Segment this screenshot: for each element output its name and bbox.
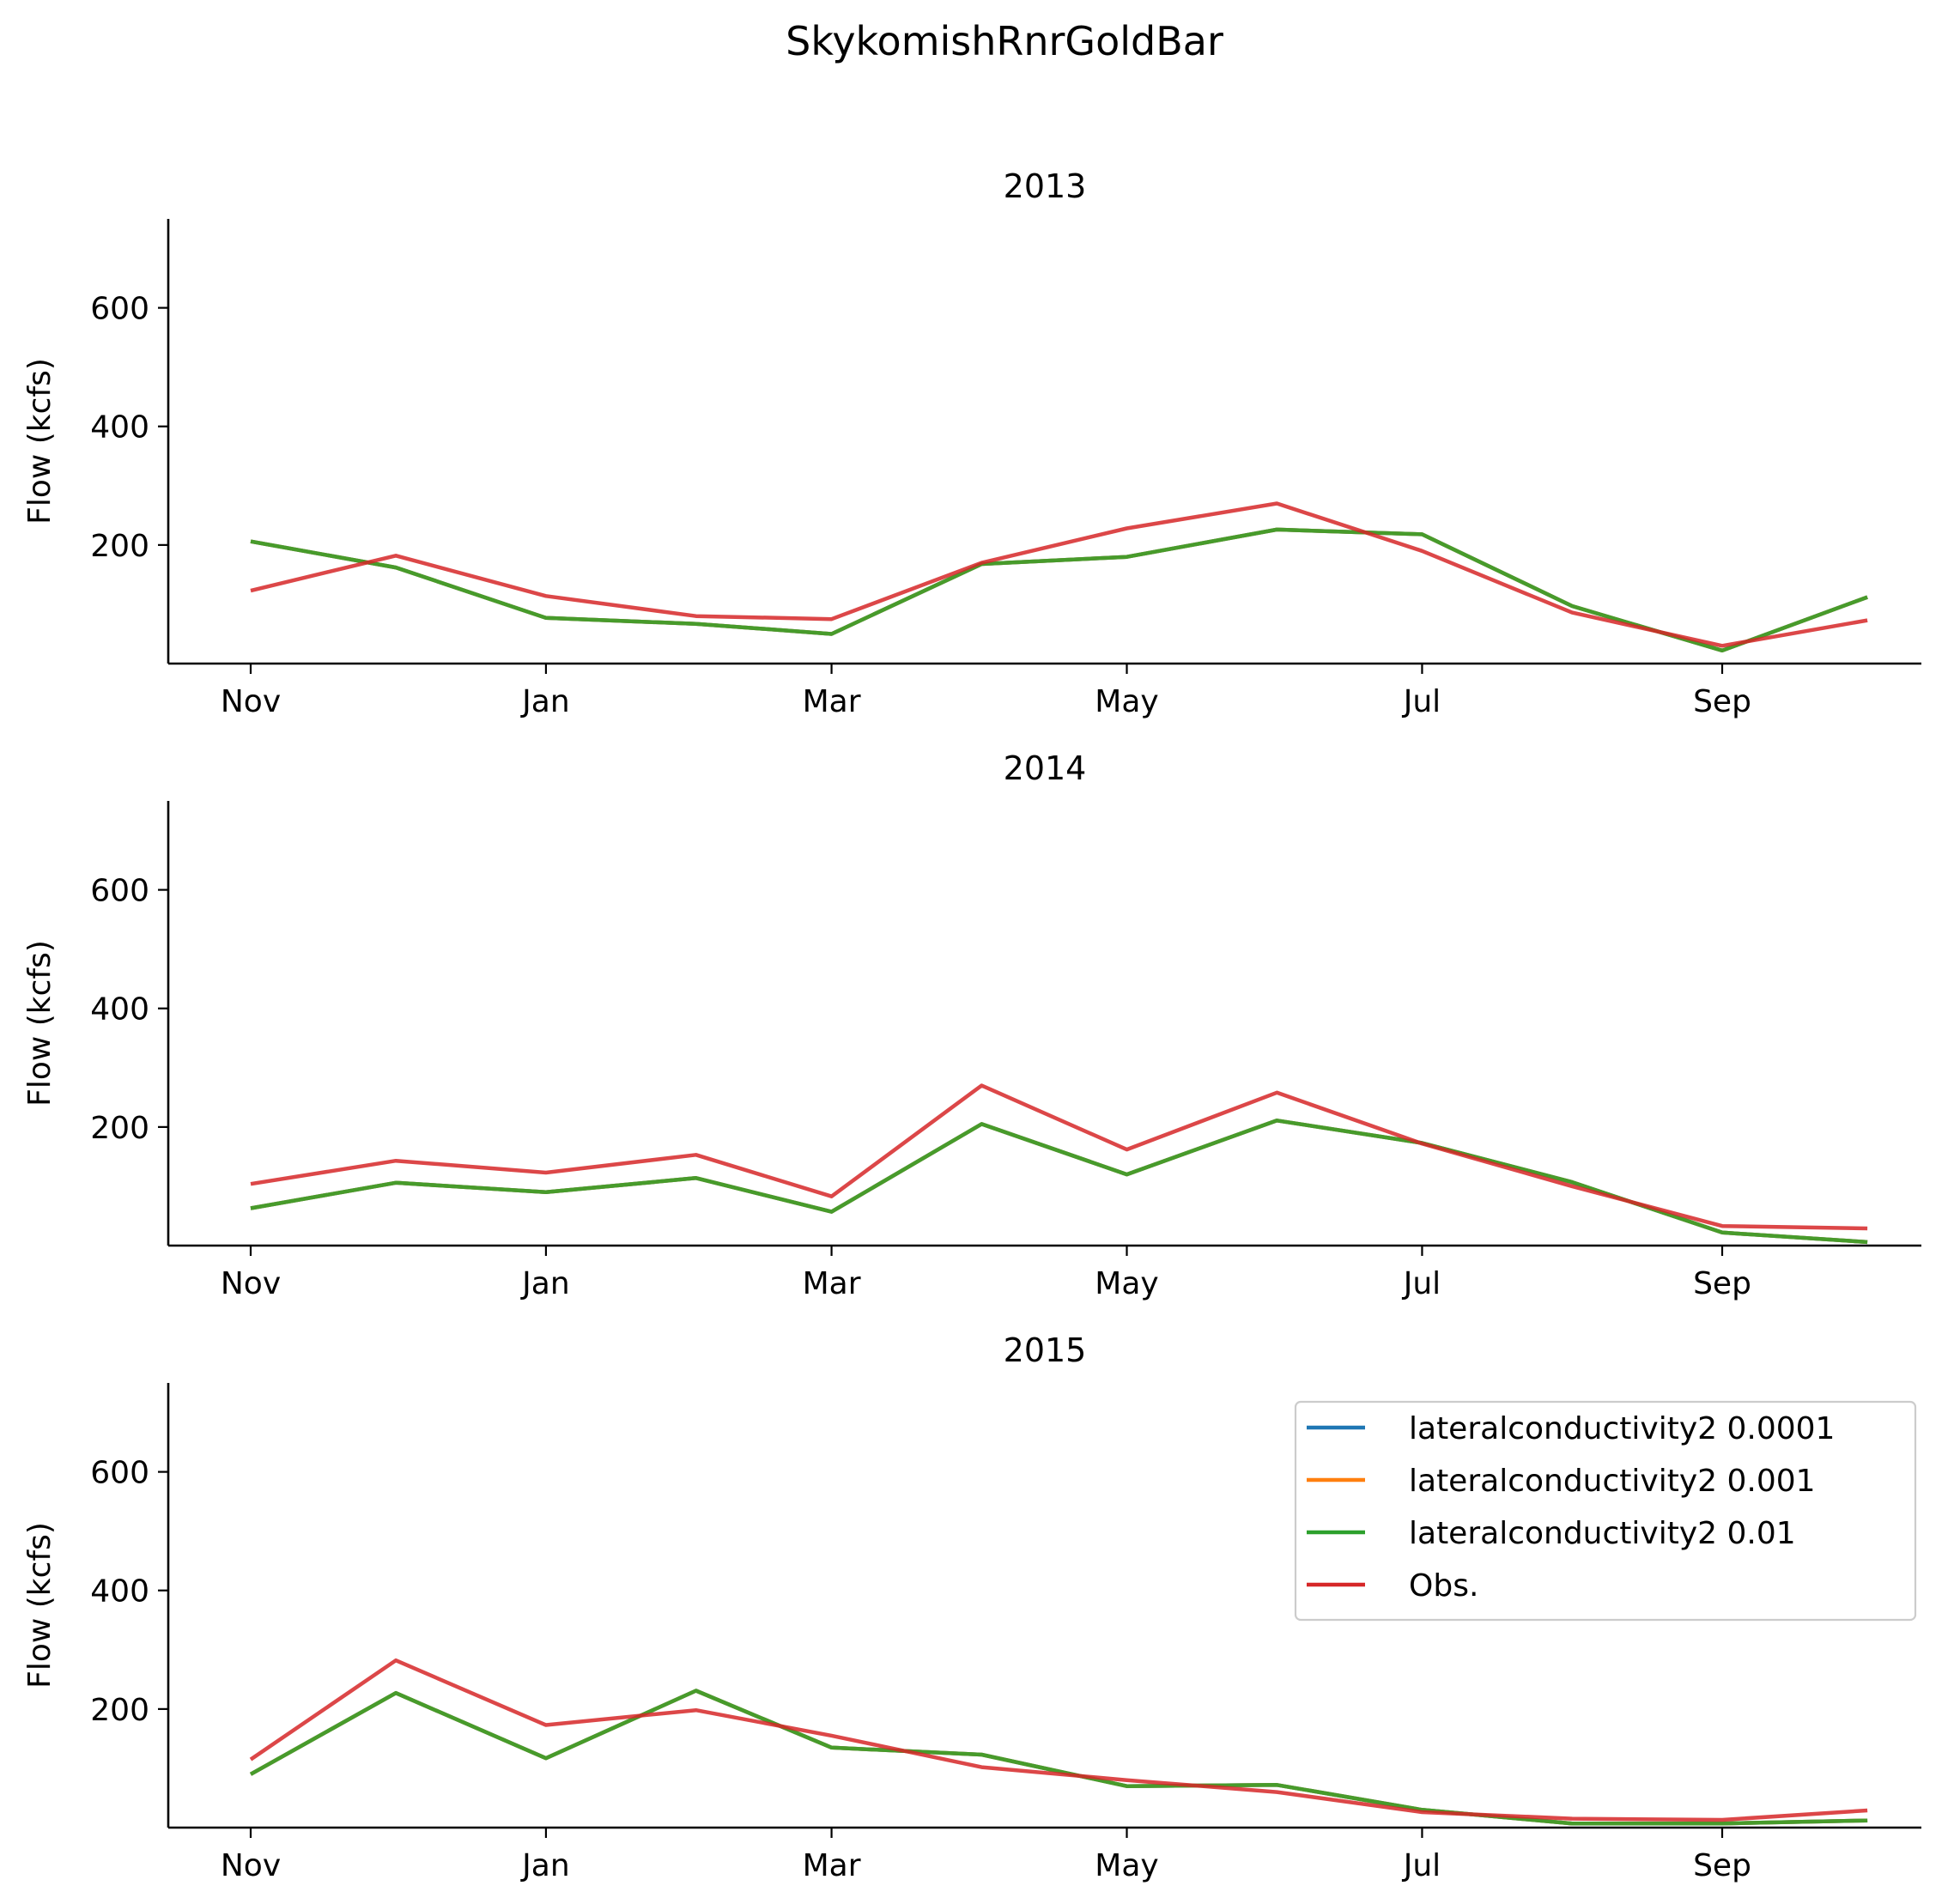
series-line-lateralconductivity2-0-0001 bbox=[250, 527, 1868, 653]
x-tick-label: May bbox=[1095, 1266, 1158, 1301]
series-line-lateralconductivity2-0-01 bbox=[249, 1689, 1868, 1826]
figure-suptitle: SkykomishRnrGoldBar bbox=[786, 18, 1223, 64]
series-line-lateralconductivity2-0-0001 bbox=[250, 1119, 1868, 1245]
x-tick-label: Nov bbox=[221, 684, 281, 719]
series-line-lateralconductivity2-0-001 bbox=[249, 1689, 1868, 1826]
subplot-title: 2013 bbox=[1004, 167, 1087, 205]
x-tick-label: Jul bbox=[1402, 1266, 1441, 1301]
x-tick-label: Mar bbox=[803, 1848, 861, 1883]
y-tick-label: 200 bbox=[90, 529, 149, 564]
x-tick-label: Jul bbox=[1402, 684, 1441, 719]
x-tick-label: Jan bbox=[520, 1848, 570, 1883]
subplot-title: 2015 bbox=[1004, 1331, 1087, 1369]
series-line-obs- bbox=[250, 501, 1868, 648]
y-tick-label: 200 bbox=[90, 1111, 149, 1146]
legend-entry-label: lateralconductivity2 0.0001 bbox=[1409, 1411, 1835, 1446]
series-line-obs- bbox=[249, 1658, 1868, 1822]
legend-entry-label: lateralconductivity2 0.01 bbox=[1409, 1516, 1796, 1551]
x-tick-label: Jan bbox=[520, 1266, 570, 1301]
x-tick-label: May bbox=[1095, 684, 1158, 719]
legend-entry-label: Obs. bbox=[1409, 1568, 1478, 1604]
y-tick-label: 400 bbox=[90, 992, 149, 1028]
x-tick-label: Sep bbox=[1693, 1848, 1751, 1883]
series-line-obs- bbox=[250, 1083, 1868, 1231]
subplot-title: 2014 bbox=[1004, 749, 1087, 787]
x-tick-label: Nov bbox=[221, 1266, 281, 1301]
y-tick-label: 400 bbox=[90, 410, 149, 446]
subplot-2013: 2013 200 400 600 Nov Jan Mar May Jul Sep Flow (kcf… bbox=[22, 167, 1921, 719]
y-tick-label: 200 bbox=[90, 1693, 149, 1728]
y-axis-label: Flow (kcfs) bbox=[22, 358, 58, 525]
x-tick-label: Nov bbox=[221, 1848, 281, 1883]
x-tick-label: Jan bbox=[520, 684, 570, 719]
x-tick-label: Mar bbox=[803, 684, 861, 719]
legend-entry-label: lateralconductivity2 0.001 bbox=[1409, 1464, 1816, 1499]
y-tick-label: 600 bbox=[90, 292, 149, 327]
y-axis-label: Flow (kcfs) bbox=[22, 1522, 58, 1689]
legend: lateralconductivity2 0.0001 lateralconduc… bbox=[1294, 1400, 1917, 1622]
y-tick-label: 600 bbox=[90, 1456, 149, 1491]
y-tick-label: 400 bbox=[90, 1574, 149, 1610]
series-line-lateralconductivity2-0-001 bbox=[250, 1119, 1868, 1245]
series-line-lateralconductivity2-0-01 bbox=[250, 527, 1868, 653]
series-line-lateralconductivity2-0-01 bbox=[250, 1119, 1868, 1245]
series-line-lateralconductivity2-0-001 bbox=[250, 527, 1868, 653]
y-axis-label: Flow (kcfs) bbox=[22, 940, 58, 1107]
subplot-2015: 2015 200 400 600 Nov Jan Mar May Jul Sep Flow (kcf… bbox=[22, 1331, 1921, 1883]
series-line-lateralconductivity2-0-0001 bbox=[249, 1689, 1868, 1826]
x-tick-label: Sep bbox=[1693, 1266, 1751, 1301]
legend-frame bbox=[1294, 1400, 1917, 1622]
x-tick-label: Sep bbox=[1693, 684, 1751, 719]
subplot-2014: 2014 200 400 600 Nov Jan Mar May Jul Sep Flow (kcf… bbox=[22, 749, 1921, 1301]
x-tick-label: Jul bbox=[1402, 1848, 1441, 1883]
x-tick-label: Mar bbox=[803, 1266, 861, 1301]
x-tick-label: May bbox=[1095, 1848, 1158, 1883]
y-tick-label: 600 bbox=[90, 874, 149, 909]
